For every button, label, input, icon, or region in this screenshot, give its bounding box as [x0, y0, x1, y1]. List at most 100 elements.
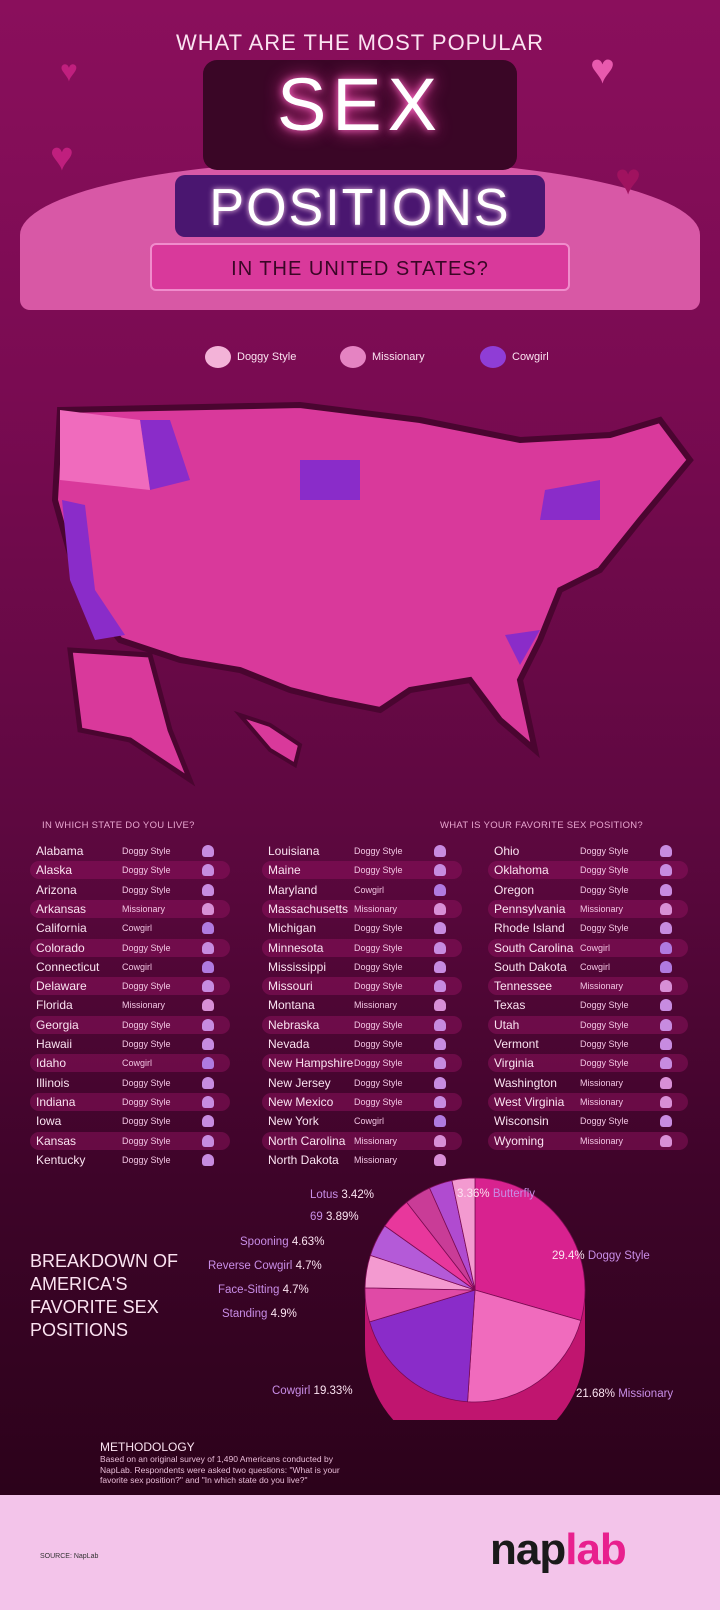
state-name: New Hampshire: [268, 1056, 354, 1071]
position-name: Doggy Style: [580, 1058, 629, 1069]
map-region-south-dakota: [300, 460, 360, 500]
cowgirl-icon: [202, 960, 214, 973]
doggy-style-icon: [202, 980, 214, 993]
pie-label: Spooning 4.63%: [240, 1236, 324, 1248]
methodology-text: Based on an original survey of 1,490 Ame…: [100, 1454, 340, 1485]
position-name: Cowgirl: [580, 942, 611, 953]
doggy-style-icon: [434, 1057, 446, 1070]
missionary-icon: [660, 902, 672, 915]
missionary-icon: [434, 999, 446, 1012]
state-name: Mississippi: [268, 959, 327, 974]
position-name: Doggy Style: [122, 1077, 171, 1088]
position-name: Missionary: [354, 1135, 398, 1146]
position-name: Doggy Style: [122, 1135, 171, 1146]
table-row: Illinois Doggy Style: [30, 1074, 230, 1092]
state-name: North Carolina: [268, 1133, 346, 1148]
state-name: Arizona: [36, 882, 77, 897]
cowgirl-icon: [660, 960, 672, 973]
state-name: Kentucky: [36, 1152, 86, 1167]
us-map: [51, 401, 694, 787]
table-row: New Mexico Doggy Style: [262, 1092, 462, 1111]
position-name: Missionary: [354, 903, 398, 914]
state-name: New Jersey: [268, 1075, 331, 1090]
table-row: Louisiana Doggy Style: [262, 842, 462, 860]
table-row: Pennsylvania Missionary: [488, 899, 688, 918]
state-name: Kansas: [36, 1133, 77, 1148]
pie-label-name: 69: [310, 1211, 323, 1223]
table-row: Oklahoma Doggy Style: [488, 861, 688, 880]
position-name: Doggy Style: [122, 1039, 171, 1049]
position-name: Cowgirl: [580, 961, 611, 972]
doggy-style-icon: [660, 922, 672, 935]
pie-label-name: Reverse Cowgirl: [208, 1260, 293, 1272]
state-name: North Dakota: [268, 1152, 339, 1167]
state-name: Louisiana: [268, 844, 320, 858]
position-name: Missionary: [354, 1000, 398, 1011]
pie-label-name: Missionary: [618, 1388, 674, 1400]
position-name: Doggy Style: [580, 1019, 629, 1030]
table-row: Wyoming Missionary: [488, 1131, 688, 1150]
doggy-style-icon: [202, 883, 214, 896]
pie-label-value: 21.68%: [576, 1388, 616, 1400]
state-name: Montana: [268, 998, 315, 1013]
position-name: Missionary: [580, 1096, 624, 1107]
missionary-icon: [660, 1076, 672, 1089]
pie-label: Face-Sitting 4.7%: [218, 1284, 309, 1296]
map-region-south-carolina: [505, 630, 540, 665]
logo-part: lab: [565, 1525, 627, 1574]
state-name: New York: [268, 1114, 319, 1129]
state-name: Arkansas: [36, 901, 87, 916]
state-name: Oklahoma: [494, 863, 549, 878]
pie-label: Lotus 3.42%: [310, 1189, 374, 1201]
table-row: Alabama Doggy Style: [30, 842, 230, 860]
state-name: Minnesota: [268, 940, 324, 955]
state-name: Delaware: [36, 979, 87, 994]
table-row: Nevada Doggy Style: [262, 1035, 462, 1053]
pie-label-name: Standing: [222, 1308, 268, 1320]
doggy-style-icon: [434, 941, 446, 954]
missionary-icon: [660, 980, 672, 993]
doggy-style-icon: [202, 1134, 214, 1147]
table-row: Mississippi Doggy Style: [262, 958, 462, 976]
naplab-logo: naplab: [490, 1525, 627, 1575]
table-row: Maine Doggy Style: [262, 861, 462, 880]
cowgirl-icon: [660, 941, 672, 954]
doggy-style-icon: [202, 845, 214, 857]
state-name: Colorado: [36, 940, 85, 955]
table-row: Wisconsin Doggy Style: [488, 1112, 688, 1130]
doggy-style-icon: [434, 980, 446, 993]
doggy-style-icon: [660, 1115, 672, 1128]
position-name: Doggy Style: [354, 865, 403, 876]
position-name: Doggy Style: [580, 846, 629, 856]
state-name: Utah: [494, 1017, 520, 1032]
doggy-style-icon: [434, 1076, 446, 1089]
table-row: Kentucky Doggy Style: [30, 1151, 230, 1169]
pie-slice-butterfly: [451, 1177, 476, 1291]
position-name: Doggy Style: [122, 942, 171, 953]
state-name: Oregon: [494, 882, 535, 897]
pie-slice-doggy-style: [474, 1177, 586, 1322]
map-alaska: [67, 647, 196, 787]
missionary-icon: [202, 999, 214, 1012]
table-row: Missouri Doggy Style: [262, 977, 462, 996]
doggy-style-icon: [202, 1153, 214, 1166]
pie-label-name: Butterfly: [492, 1188, 535, 1200]
position-name: Doggy Style: [122, 1019, 171, 1030]
table-row: Maryland Cowgirl: [262, 881, 462, 899]
position-name: Doggy Style: [580, 1000, 629, 1011]
doggy-style-icon: [202, 1115, 214, 1128]
state-name: Michigan: [268, 921, 317, 936]
doggy-style-icon: [660, 845, 672, 857]
table-row: North Carolina Missionary: [262, 1131, 462, 1150]
position-name: Doggy Style: [354, 942, 403, 953]
pie-label-value: 4.63%: [291, 1236, 325, 1248]
doggy-style-icon: [660, 1018, 672, 1031]
state-name: Missouri: [268, 979, 313, 994]
position-name: Doggy Style: [580, 923, 629, 934]
doggy-style-icon: [205, 346, 231, 368]
source-text: SOURCE: NapLab: [40, 1553, 99, 1560]
heart-icon: ♥: [50, 135, 74, 179]
cowgirl-icon: [434, 1115, 446, 1128]
cowgirl-icon: [434, 883, 446, 896]
pie-slice-cowgirl: [369, 1289, 476, 1403]
